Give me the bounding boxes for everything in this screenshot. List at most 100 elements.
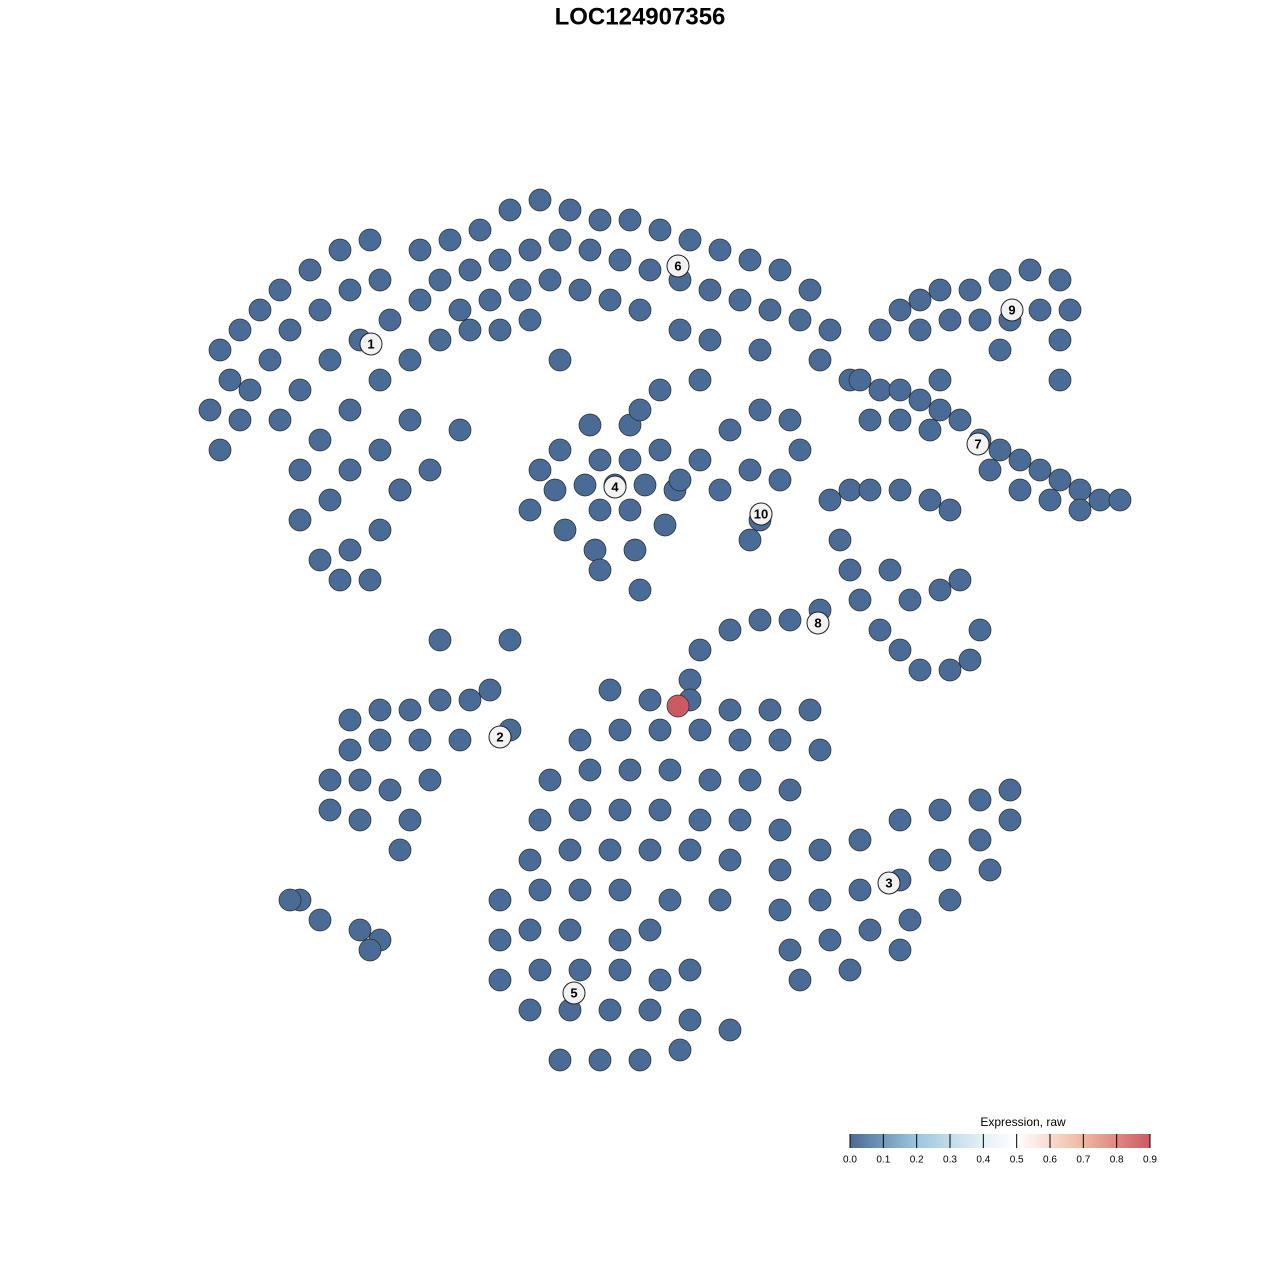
point [538,768,562,792]
point [553,518,577,542]
point [848,828,872,852]
point [748,338,772,362]
point [338,538,362,562]
point [628,1048,652,1072]
point [588,208,612,232]
point [918,488,942,512]
point [208,338,232,362]
point [898,588,922,612]
point [548,348,572,372]
point [1048,328,1072,352]
point [1088,488,1112,512]
point [678,228,702,252]
point [858,918,882,942]
point [288,508,312,532]
point [618,498,642,522]
point [598,998,622,1022]
point [608,798,632,822]
point [608,878,632,902]
point [478,288,502,312]
point [338,398,362,422]
point [308,428,332,452]
point [428,628,452,652]
point [548,1048,572,1072]
point [368,268,392,292]
point [778,778,802,802]
point [1038,488,1062,512]
point [908,388,932,412]
point [818,318,842,342]
point [708,888,732,912]
point [348,918,372,942]
point [718,618,742,642]
colorbar-tick-label: 0.7 [1076,1155,1090,1166]
point [758,698,782,722]
point [638,998,662,1022]
point [458,318,482,342]
point [288,458,312,482]
point [718,848,742,872]
point [678,838,702,862]
point [348,808,372,832]
cluster-label: 3 [885,875,892,890]
point [528,878,552,902]
point [528,188,552,212]
point [518,498,542,522]
point [938,658,962,682]
point [468,218,492,242]
point [488,318,512,342]
point [658,758,682,782]
cluster-badge [877,871,901,895]
point [928,368,952,392]
cluster-label: 4 [611,479,619,494]
point [668,1038,692,1062]
point [623,538,647,562]
point [858,408,882,432]
point [598,678,622,702]
point [638,918,662,942]
point [388,478,412,502]
point [808,738,832,762]
point [998,808,1022,832]
point [448,298,472,322]
point [888,808,912,832]
point [888,638,912,662]
point [798,278,822,302]
point [308,908,332,932]
point [288,378,312,402]
colorbar-title: Expression, raw [980,1115,1066,1129]
cluster-badge [603,475,627,499]
point [1028,298,1052,322]
point [258,348,282,372]
point [448,418,472,442]
point [308,548,332,572]
point [888,298,912,322]
point [278,888,302,912]
point [1028,458,1052,482]
point [338,278,362,302]
point [378,778,402,802]
point [488,928,512,952]
point [608,958,632,982]
colorbar [850,1134,1150,1148]
point [1018,258,1042,282]
point [818,928,842,952]
point [928,398,952,422]
point [698,768,722,792]
point [398,808,422,832]
point [808,888,832,912]
point [608,718,632,742]
point [428,328,452,352]
point [648,438,672,462]
colorbar-tick-label: 0.9 [1143,1155,1157,1166]
point [338,708,362,732]
point [528,458,552,482]
point [228,408,252,432]
point [928,798,952,822]
point [558,838,582,862]
colorbar-tick-label: 0.4 [976,1155,990,1166]
point [568,798,592,822]
point [698,328,722,352]
point [428,688,452,712]
point [308,298,332,322]
